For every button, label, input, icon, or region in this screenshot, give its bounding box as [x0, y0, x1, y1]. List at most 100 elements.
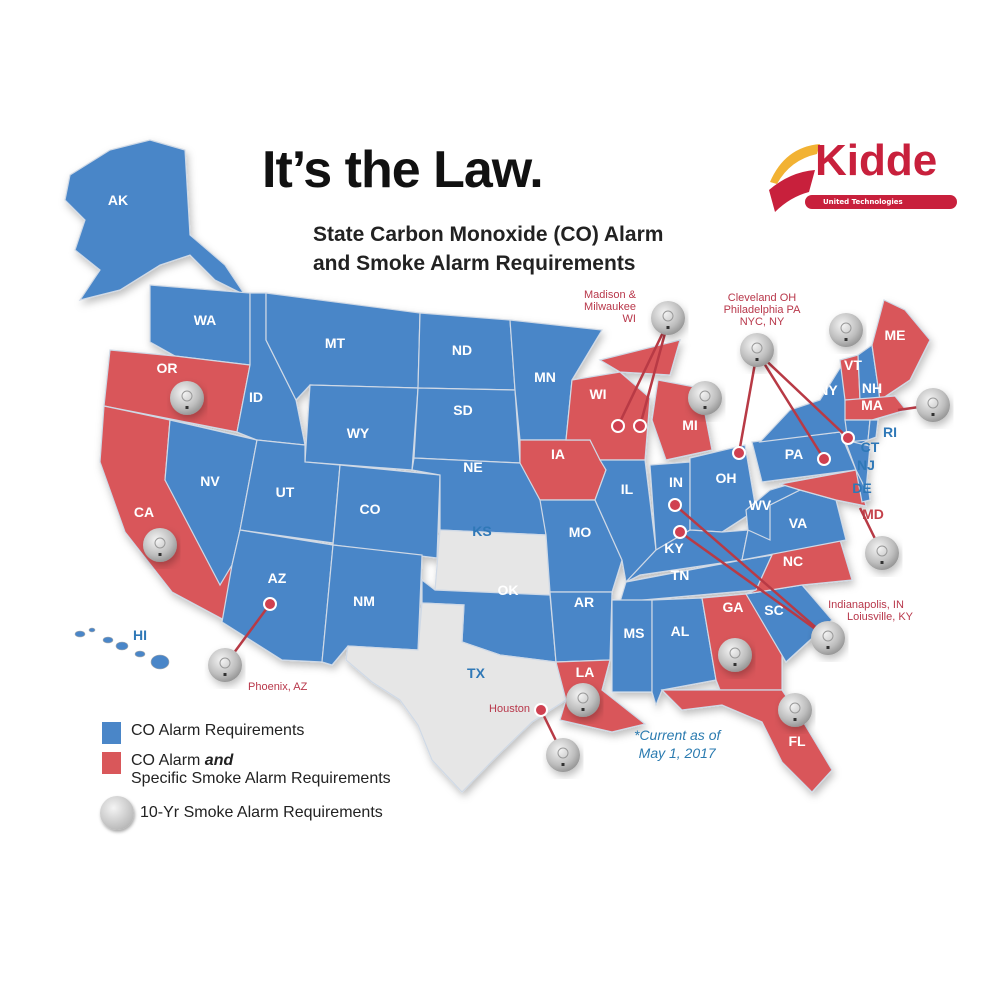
city-label: Loiusville, KY [847, 611, 914, 623]
state-ak[interactable] [64, 139, 247, 301]
state-md[interactable] [779, 469, 867, 507]
smoke-alarm-icon[interactable] [740, 333, 774, 367]
city-marker[interactable] [841, 431, 855, 445]
connector-line [756, 351, 849, 439]
state-label-ak: AK [108, 192, 128, 208]
smoke-alarm-icon[interactable] [829, 313, 863, 347]
state-label-nv: NV [200, 473, 220, 489]
note-line-2: May 1, 2017 [638, 745, 716, 761]
state-tx[interactable] [345, 602, 567, 793]
city-marker[interactable] [817, 452, 831, 466]
state-label-il: IL [621, 481, 634, 497]
state-hi[interactable] [150, 654, 170, 670]
kidde-logo: Kidde United Technologies [765, 136, 965, 214]
logo-tagline: United Technologies [805, 195, 957, 209]
state-label-mi: MI [682, 417, 698, 433]
city-label: Houston [489, 703, 530, 715]
state-label-ct: CT [861, 439, 880, 455]
smoke-alarm-icon[interactable] [865, 536, 899, 570]
connector-line [616, 321, 670, 427]
subtitle: State Carbon Monoxide (CO) Alarm and Smo… [313, 220, 663, 278]
city-marker[interactable] [534, 703, 548, 717]
state-il[interactable] [594, 459, 657, 584]
connector-line [638, 321, 670, 427]
legend-co-smoke-c: Specific Smoke Alarm Requirements [131, 770, 391, 787]
state-nj[interactable] [844, 439, 871, 493]
legend-co-smoke-b: and [204, 752, 234, 769]
state-co[interactable] [332, 464, 441, 559]
state-ma[interactable] [844, 395, 908, 421]
legend-co-smoke-a: CO Alarm [131, 752, 205, 769]
subtitle-line-1: State Carbon Monoxide (CO) Alarm [313, 223, 664, 246]
state-hi[interactable] [88, 627, 96, 633]
smoke-alarm-icon[interactable] [688, 381, 722, 415]
state-label-mt: MT [325, 335, 346, 351]
state-label-ms: MS [624, 625, 645, 641]
legend-co: CO Alarm Requirements [102, 722, 391, 744]
smoke-alarm-icon[interactable] [778, 693, 812, 727]
note-line-1: *Current as of [634, 727, 721, 743]
state-az[interactable] [221, 529, 334, 663]
smoke-alarm-icon[interactable] [546, 738, 580, 772]
smoke-alarm-icon[interactable] [651, 301, 685, 335]
state-label-ne: NE [463, 459, 482, 475]
state-label-tx: TX [467, 665, 486, 681]
legend-co-label: CO Alarm Requirements [131, 722, 305, 739]
city-marker[interactable] [263, 597, 277, 611]
city-marker[interactable] [732, 446, 746, 460]
state-label-wi: WI [589, 386, 606, 402]
state-label-or: OR [157, 360, 178, 376]
state-hi[interactable] [115, 641, 129, 651]
legend-swatch-blue [102, 722, 121, 744]
state-label-ma: MA [861, 397, 883, 413]
state-label-nh: NH [862, 380, 882, 396]
city-label: Phoenix, AZ [248, 681, 308, 693]
state-label-tn: TN [671, 567, 690, 583]
state-label-ri: RI [883, 424, 897, 440]
smoke-alarm-icon[interactable] [811, 621, 845, 655]
smoke-alarm-icon[interactable] [208, 648, 242, 682]
state-label-vt: VT [844, 357, 862, 373]
state-hi[interactable] [102, 636, 114, 644]
state-label-in: IN [669, 474, 683, 490]
state-sd[interactable] [413, 387, 521, 464]
state-ri[interactable] [867, 419, 879, 441]
logo-wordmark: Kidde [815, 136, 938, 185]
state-oh[interactable] [689, 444, 757, 533]
state-ks[interactable] [434, 529, 551, 596]
state-label-ia: IA [551, 446, 565, 462]
city-marker[interactable] [611, 419, 625, 433]
smoke-alarm-icon[interactable] [566, 683, 600, 717]
state-label-ny: NY [818, 382, 838, 398]
smoke-alarm-icon [100, 796, 134, 830]
state-label-mn: MN [534, 369, 556, 385]
smoke-alarm-icon[interactable] [143, 528, 177, 562]
smoke-alarm-icon[interactable] [170, 381, 204, 415]
city-marker[interactable] [668, 498, 682, 512]
state-label-ar: AR [574, 594, 594, 610]
page-title: It’s the Law. [262, 141, 544, 199]
state-label-ga: GA [723, 599, 744, 615]
state-label-ok: OK [498, 582, 519, 598]
connector-line [674, 504, 829, 639]
state-ms[interactable] [611, 599, 653, 693]
state-hi[interactable] [74, 630, 86, 638]
state-label-pa: PA [785, 446, 803, 462]
state-label-me: ME [885, 327, 906, 343]
city-label: NYC, NY [740, 316, 785, 328]
state-label-sd: SD [453, 402, 472, 418]
state-label-de: DE [852, 480, 871, 496]
city-label: Indianapolis, IN [828, 599, 904, 611]
state-label-sc: SC [764, 602, 783, 618]
smoke-alarm-icon[interactable] [718, 638, 752, 672]
state-wv[interactable] [745, 483, 802, 541]
state-label-nd: ND [452, 342, 472, 358]
legend-swatch-red [102, 752, 121, 774]
city-marker[interactable] [633, 419, 647, 433]
state-mi[interactable] [598, 339, 681, 376]
city-marker[interactable] [673, 525, 687, 539]
smoke-alarm-icon[interactable] [916, 388, 950, 422]
state-label-va: VA [789, 515, 807, 531]
state-hi[interactable] [134, 650, 146, 658]
state-label-id: ID [249, 389, 263, 405]
